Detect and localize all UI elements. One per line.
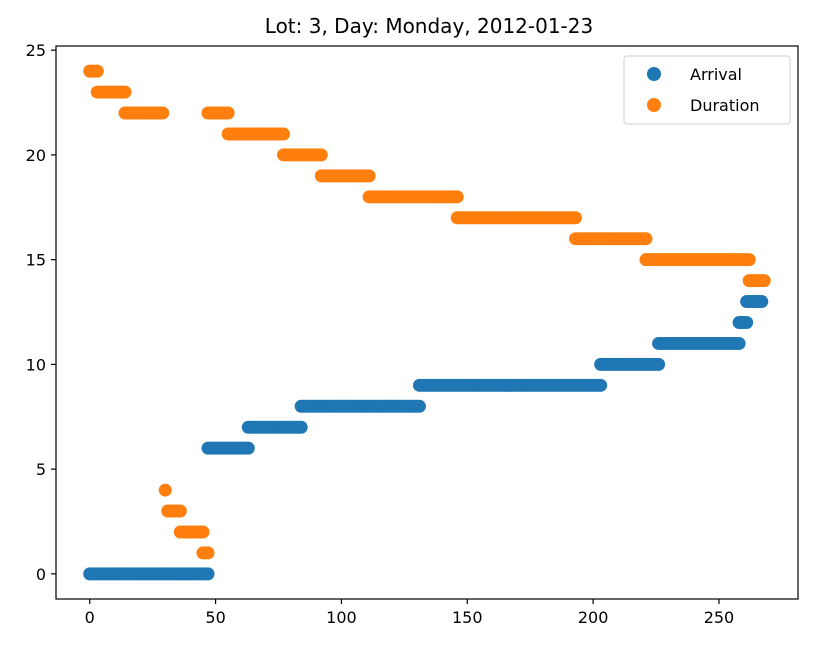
chart-title: Lot: 3, Day: Monday, 2012-01-23 — [265, 14, 593, 38]
series-arrival — [83, 295, 769, 581]
legend-label-duration: Duration — [690, 96, 760, 115]
point-duration — [90, 64, 104, 78]
point-arrival — [201, 567, 215, 581]
x-tick-label: 250 — [704, 608, 735, 627]
point-duration — [450, 190, 464, 204]
point-arrival — [732, 336, 746, 350]
point-duration — [639, 232, 653, 246]
point-duration — [156, 106, 170, 120]
legend-marker-arrival — [647, 67, 661, 81]
plot-frame — [55, 45, 799, 600]
plot-area — [83, 64, 771, 581]
point-arrival — [241, 441, 255, 455]
x-tick-label: 200 — [578, 608, 609, 627]
point-duration — [362, 169, 376, 183]
point-duration — [118, 85, 132, 99]
point-duration — [201, 546, 215, 560]
point-arrival — [740, 316, 754, 329]
legend-label-arrival: Arrival — [690, 65, 742, 84]
point-arrival — [652, 357, 666, 371]
point-duration — [173, 504, 187, 518]
point-duration — [196, 525, 210, 539]
point-arrival — [755, 295, 769, 309]
point-duration — [742, 253, 756, 267]
point-duration — [569, 211, 582, 225]
axes: 0 50 100 150 200 250 0 5 10 15 20 25 — [26, 41, 799, 627]
y-tick-label: 25 — [26, 41, 46, 60]
point-arrival — [294, 420, 308, 434]
x-tick-label: 0 — [85, 608, 95, 627]
point-arrival — [594, 378, 608, 392]
point-duration — [277, 127, 291, 141]
point-arrival — [412, 399, 426, 413]
legend-marker-duration — [647, 98, 661, 112]
x-tick-label: 150 — [452, 608, 483, 627]
y-tick-label: 20 — [26, 146, 46, 165]
point-duration — [314, 148, 328, 162]
y-tick-label: 5 — [36, 460, 46, 479]
legend-box — [623, 55, 791, 125]
series-duration — [83, 64, 771, 560]
x-tick-label: 50 — [205, 608, 225, 627]
point-duration — [221, 106, 235, 120]
point-duration — [158, 483, 172, 497]
point-duration — [757, 274, 771, 288]
legend: Arrival Duration — [623, 55, 791, 125]
y-tick-label: 15 — [26, 251, 46, 270]
y-tick-label: 10 — [26, 355, 46, 374]
x-tick-label: 100 — [326, 608, 357, 627]
y-tick-label: 0 — [36, 565, 46, 584]
